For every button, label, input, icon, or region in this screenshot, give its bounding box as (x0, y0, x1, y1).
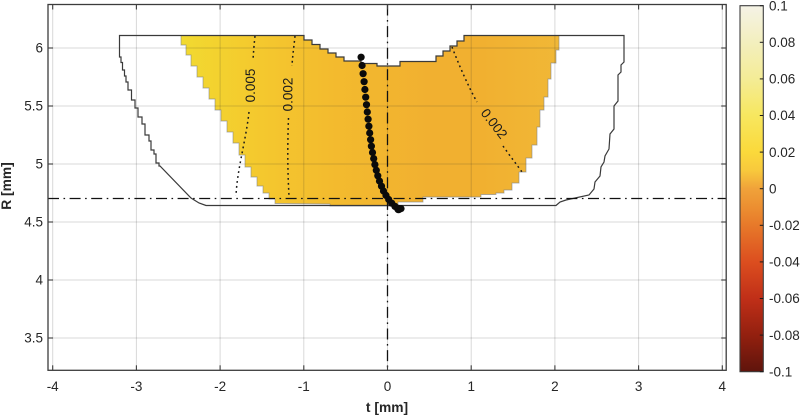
svg-text:-0.02: -0.02 (769, 218, 800, 233)
svg-text:R [mm]: R [mm] (0, 162, 14, 210)
svg-text:5: 5 (35, 157, 43, 172)
svg-text:-4: -4 (47, 379, 59, 394)
svg-text:0: 0 (769, 181, 777, 196)
svg-text:2: 2 (551, 379, 559, 394)
svg-text:5.5: 5.5 (24, 99, 43, 114)
svg-text:0.02: 0.02 (769, 145, 795, 160)
svg-text:6: 6 (35, 41, 43, 56)
svg-text:0: 0 (384, 379, 392, 394)
svg-text:-1: -1 (298, 379, 310, 394)
svg-text:4.5: 4.5 (24, 215, 43, 230)
svg-text:1: 1 (467, 379, 475, 394)
svg-text:0.08: 0.08 (769, 35, 795, 50)
svg-text:t [mm]: t [mm] (366, 400, 408, 415)
svg-text:-0.04: -0.04 (769, 255, 800, 270)
svg-text:3.5: 3.5 (24, 331, 43, 346)
svg-text:0.04: 0.04 (769, 108, 796, 123)
svg-text:-0.08: -0.08 (769, 328, 800, 343)
svg-text:-0.06: -0.06 (769, 291, 800, 306)
svg-text:4: 4 (35, 273, 43, 288)
svg-text:3: 3 (635, 379, 643, 394)
svg-text:0.1: 0.1 (769, 0, 788, 13)
svg-text:0.002: 0.002 (281, 78, 296, 112)
svg-text:0.005: 0.005 (243, 69, 258, 103)
svg-text:-3: -3 (130, 379, 142, 394)
svg-text:4: 4 (719, 379, 727, 394)
svg-text:-0.1: -0.1 (769, 364, 792, 379)
svg-text:0.06: 0.06 (769, 72, 795, 87)
svg-text:-2: -2 (214, 379, 226, 394)
